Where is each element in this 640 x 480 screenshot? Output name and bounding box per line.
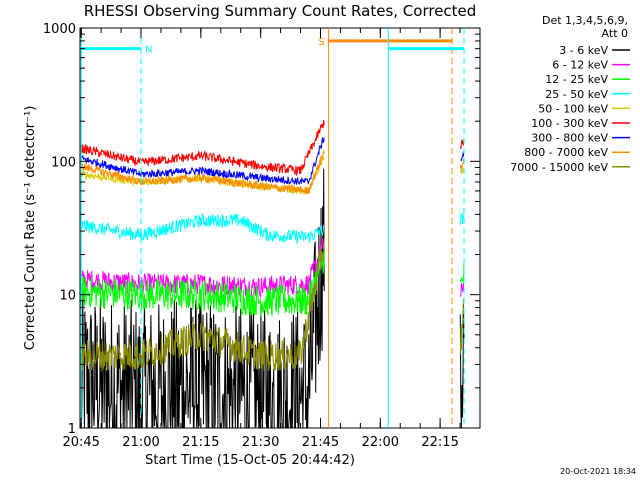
x-tick-label-4: 21:45: [302, 435, 339, 450]
timestamp: 20-Oct-2021 18:34: [560, 467, 636, 476]
x-tick-label-0: 20:45: [62, 435, 99, 450]
legend-header-1: Att 0: [602, 27, 628, 40]
series-line-2: [80, 248, 465, 317]
legend-label-5: 100 - 300 keV: [531, 117, 608, 130]
legend-label-4: 50 - 100 keV: [538, 102, 608, 115]
legend: Det 1,3,4,5,6,9,Att 0 3 - 6 keV 6 - 12 keV…: [510, 14, 630, 174]
chart-title: RHESSI Observing Summary Count Rates, Co…: [84, 2, 477, 20]
series-line-5: [80, 120, 465, 177]
y-tick-label-3: 1000: [43, 22, 76, 37]
flag-label-0: N: [145, 45, 152, 56]
series-line-7: [80, 149, 465, 195]
plot-area: N S 1 10 100 1000 20:45 21:00 21:15 21:30 21:45 22:…: [23, 22, 481, 468]
x-tick-label-5: 22:00: [362, 435, 399, 450]
legend-label-3: 25 - 50 keV: [545, 88, 608, 101]
y-axis-label: Corrected Count Rate (s⁻¹ detector⁻¹): [23, 106, 38, 351]
flag-label-1: S: [318, 37, 324, 48]
x-tick-label-1: 21:00: [122, 435, 159, 450]
y-tick-label-2: 100: [51, 155, 76, 170]
legend-label-8: 7000 - 15000 keV: [510, 161, 608, 174]
x-tick-label-2: 21:15: [182, 435, 219, 450]
x-tick-label-6: 22:15: [421, 435, 458, 450]
legend-label-1: 6 - 12 keV: [552, 59, 608, 72]
legend-label-6: 300 - 800 keV: [531, 132, 608, 145]
y-tick-label-1: 10: [59, 289, 76, 304]
series-line-8: [80, 238, 465, 372]
y-tick-label-0: 1: [68, 422, 76, 437]
legend-header-0: Det 1,3,4,5,6,9,: [542, 14, 628, 27]
series-line-6: [81, 137, 465, 186]
legend-label-7: 800 - 7000 keV: [524, 146, 608, 159]
legend-label-2: 12 - 25 keV: [545, 73, 608, 86]
series-line-3: [81, 209, 465, 245]
x-tick-label-3: 21:30: [242, 435, 279, 450]
legend-label-0: 3 - 6 keV: [559, 44, 608, 57]
series-line-1: [80, 237, 465, 299]
x-axis-label: Start Time (15-Oct-05 20:44:42): [145, 453, 355, 468]
